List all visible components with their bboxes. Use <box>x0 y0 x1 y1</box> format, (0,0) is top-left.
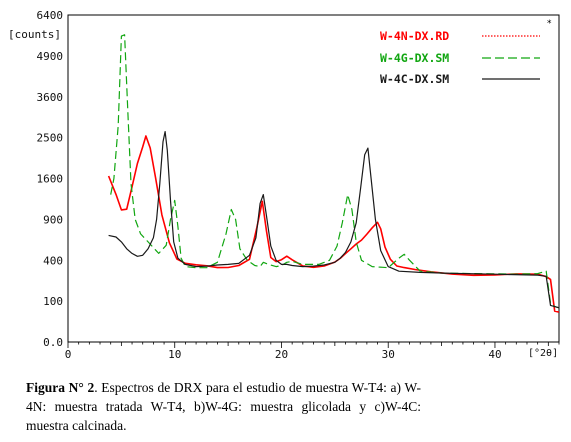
legend-label: W-4N-DX.RD <box>380 29 449 43</box>
y-tick-label: 0.0 <box>43 336 63 349</box>
y-tick-label: 2500 <box>37 132 64 145</box>
series-line-w-4c-dx-sm <box>108 131 560 309</box>
series-lines <box>107 34 560 313</box>
y-tick-label: 400 <box>43 254 63 267</box>
y-axis-tick-labels: 0.0 100 400 900 1600 2500 3600 4900 6400 <box>37 9 64 349</box>
x-tick-label: 40 <box>488 348 501 361</box>
x-tick-label: 10 <box>168 348 181 361</box>
corner-mark: * <box>547 19 552 29</box>
legend: W-4N-DX.RD W-4G-DX.SM W-4C-DX.SM <box>380 29 540 86</box>
x-axis: 0 10 20 30 40 <box>65 342 560 361</box>
x-unit-label: [°2θ] <box>528 348 558 359</box>
caption-text: . Espectros de DRX para el estudio de mu… <box>26 380 421 433</box>
y-tick-label: 3600 <box>37 91 64 104</box>
x-tick-label: 20 <box>275 348 288 361</box>
caption-label: Figura N° 2 <box>26 380 95 395</box>
y-tick-label: 900 <box>43 213 63 226</box>
y-tick-label: 6400 <box>37 9 64 22</box>
y-tick-label: 100 <box>43 295 63 308</box>
legend-label: W-4G-DX.SM <box>380 51 449 65</box>
plot-frame <box>67 14 560 343</box>
y-tick-label: 4900 <box>37 50 64 63</box>
legend-label: W-4C-DX.SM <box>380 72 449 86</box>
series-line-w-4g-dx-sm <box>110 34 560 309</box>
x-tick-label: 30 <box>382 348 395 361</box>
y-unit-label: [counts] <box>8 28 61 41</box>
series-line-w-4n-dx-rd <box>107 135 560 313</box>
y-tick-label: 1600 <box>37 173 64 186</box>
x-tick-label: 0 <box>65 348 72 361</box>
figure-caption: Figura N° 2. Espectros de DRX para el es… <box>26 378 421 435</box>
